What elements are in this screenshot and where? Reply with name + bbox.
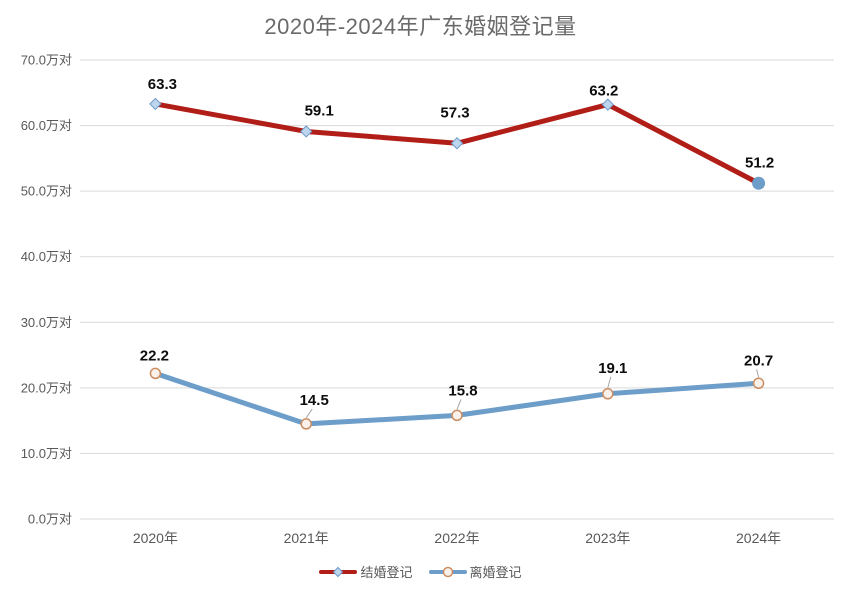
label-leader-line [756,369,760,378]
data-label: 15.8 [448,382,477,399]
chart-title: 2020年-2024年广东婚姻登记量 [264,14,577,39]
data-label: 51.2 [745,154,774,171]
y-axis-tick-label: 30.0万对 [21,315,72,330]
legend-marker-shape [442,566,453,577]
x-axis-category-label: 2020年 [133,530,178,546]
data-point-ring [752,377,765,390]
data-point-diamond [149,97,162,111]
y-axis-tick-label: 40.0万对 [21,249,72,264]
y-axis-tick-label: 50.0万对 [21,184,72,199]
data-point-dot [752,176,766,190]
legend-item-marriage: 结婚登记 [319,562,413,581]
legend-item-divorce: 离婚登记 [428,562,522,581]
label-leader-line [607,376,612,388]
x-axis-category-label: 2021年 [284,530,329,546]
data-point-diamond [601,98,615,111]
data-point-ring [149,367,162,380]
data-label: 63.2 [589,83,618,100]
y-axis-tick-label: 20.0万对 [21,380,72,395]
data-label: 22.2 [140,347,169,364]
y-axis-tick-label: 0.0万对 [28,512,72,527]
y-axis-tick-label: 70.0万对 [21,53,72,68]
data-label: 59.1 [305,102,334,119]
data-label: 19.1 [598,360,627,377]
data-label: 20.7 [744,352,773,369]
x-axis-category-label: 2022年 [434,530,479,546]
legend-line-marker-icon [428,566,467,577]
chart-legend: 结婚登记 离婚登记 [0,562,841,581]
data-point-ring [300,418,312,430]
label-leader-line [305,408,313,419]
label-leader-line [456,399,462,410]
x-axis-category-label: 2024年 [736,530,781,546]
data-point-ring [451,409,463,422]
data-label: 14.5 [300,392,329,409]
data-label: 57.3 [440,104,469,121]
legend-label: 离婚登记 [469,565,522,580]
legend-label: 结婚登记 [360,565,413,580]
data-label: 63.3 [148,76,177,93]
y-axis-tick-label: 10.0万对 [21,446,72,461]
data-point-diamond [450,137,464,150]
y-axis-tick-label: 60.0万对 [21,118,72,133]
legend-marker-shape [333,566,344,577]
x-axis-category-label: 2023年 [585,530,630,546]
legend-line-marker-icon [319,566,358,577]
data-point-diamond [299,125,313,138]
data-point-ring [602,388,614,400]
